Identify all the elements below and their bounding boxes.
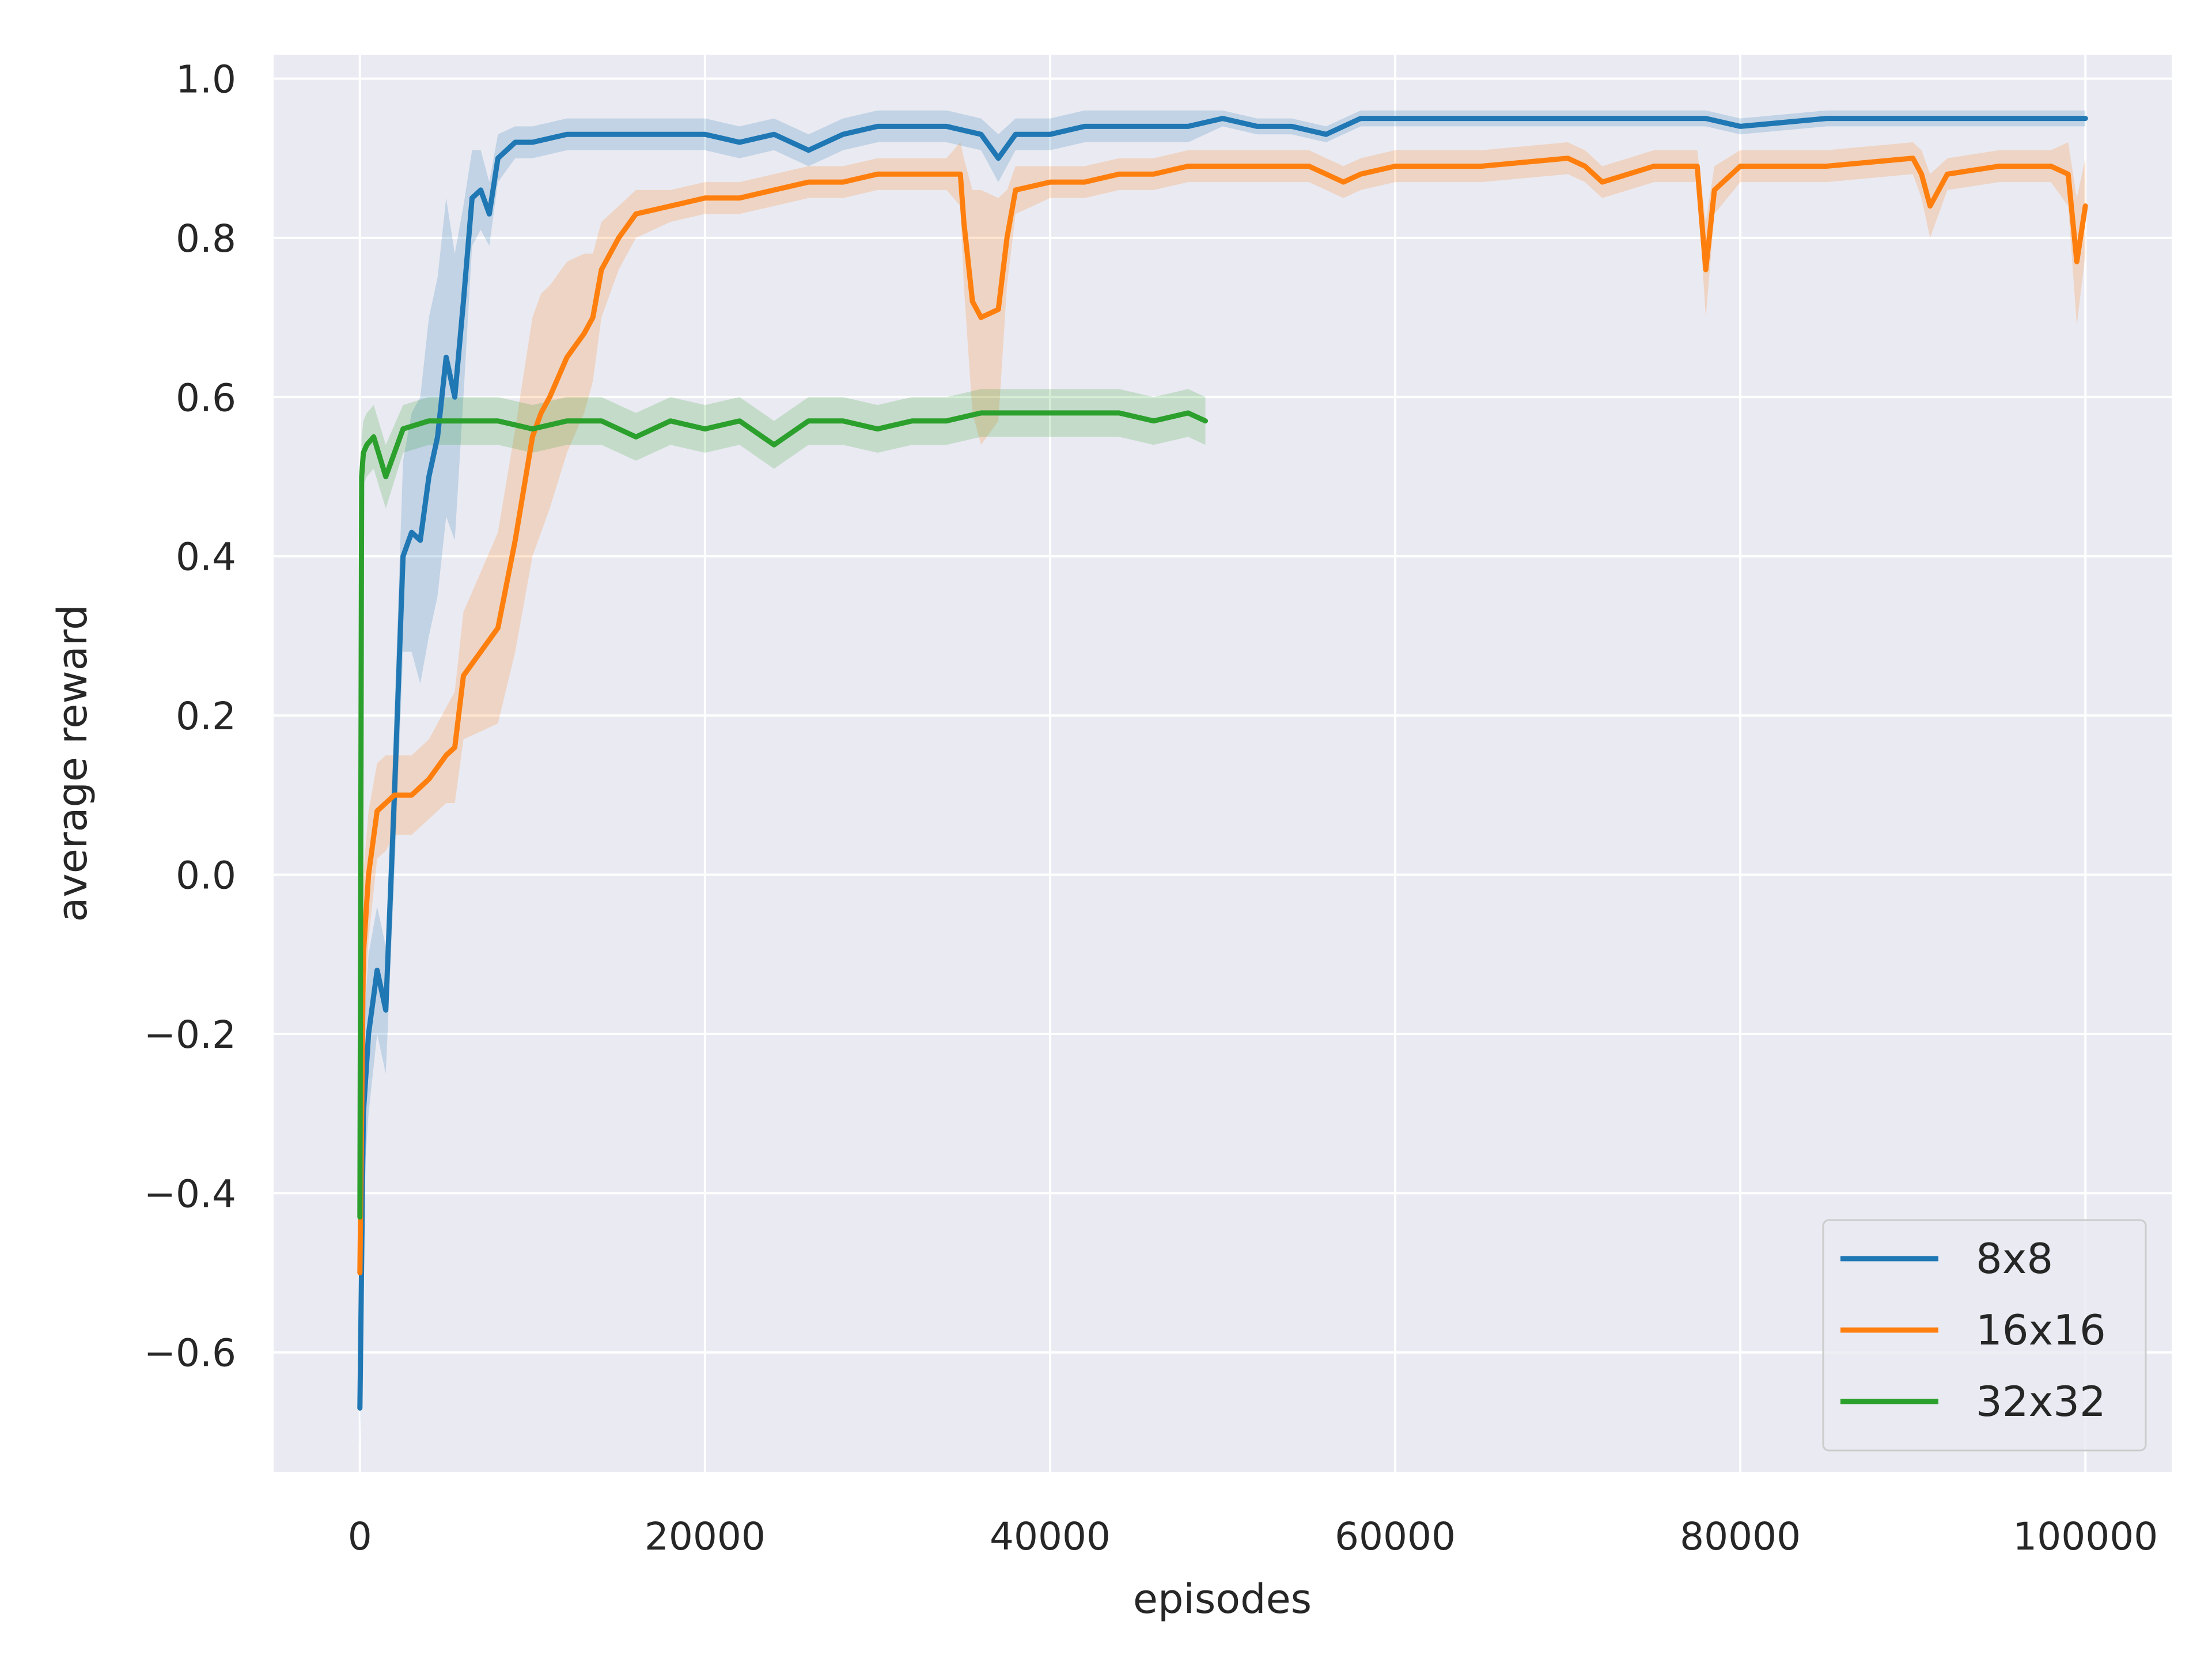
- x-tick-label: 40000: [990, 1514, 1111, 1559]
- series-lines: [357, 116, 2088, 1411]
- x-axis-label: episodes: [1133, 1575, 1312, 1623]
- x-tick-label: 20000: [645, 1514, 766, 1559]
- legend-label-32x32: 32x32: [1976, 1377, 2106, 1426]
- legend-label-8x8: 8x8: [1976, 1234, 2053, 1283]
- y-tick-label: 0.8: [176, 217, 236, 261]
- x-tick-label: 80000: [1680, 1514, 1801, 1559]
- y-tick-label: 0.4: [176, 535, 236, 579]
- x-axis-ticks: 0 20000 40000 60000 80000 100000: [348, 1514, 2158, 1559]
- x-tick-label: 100000: [2013, 1514, 2158, 1559]
- y-axis-label: average reward: [49, 604, 96, 922]
- y-tick-label: 0.2: [176, 694, 236, 738]
- legend-label-16x16: 16x16: [1976, 1306, 2106, 1354]
- y-tick-label: 0.6: [176, 376, 236, 420]
- y-tick-label: 1.0: [176, 57, 236, 101]
- y-tick-label: −0.2: [144, 1013, 236, 1057]
- y-tick-label: −0.6: [144, 1331, 236, 1376]
- series-line-32x32: [357, 410, 1208, 1220]
- y-axis-ticks: −0.6 −0.4 −0.2 0.0 0.2 0.4 0.6 0.8 1.0: [144, 57, 236, 1375]
- y-tick-label: 0.0: [176, 853, 236, 897]
- legend-box: [1822, 1219, 2147, 1452]
- grid-lines: [274, 55, 2172, 1472]
- legend: 8x8 16x16 32x32: [1822, 1219, 2147, 1452]
- x-tick-label: 60000: [1335, 1514, 1456, 1559]
- x-tick-label: 0: [348, 1514, 372, 1559]
- y-tick-label: −0.4: [144, 1172, 236, 1216]
- series-line-8x8: [357, 116, 2088, 1411]
- series-line-16x16: [357, 156, 2088, 1275]
